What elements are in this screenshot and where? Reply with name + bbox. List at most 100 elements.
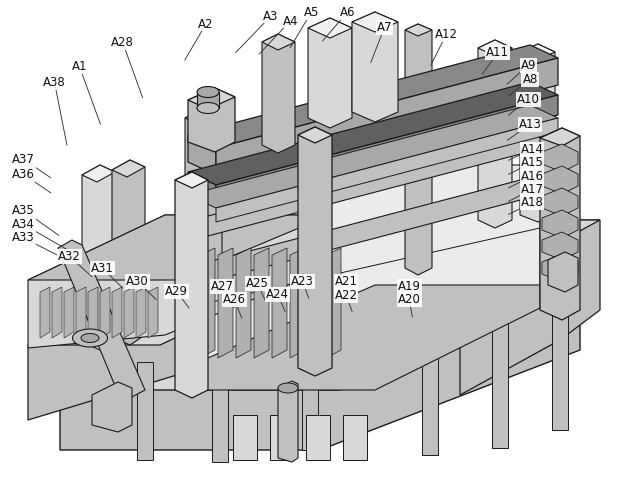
Polygon shape: [254, 248, 269, 358]
Polygon shape: [148, 287, 158, 338]
Polygon shape: [52, 287, 62, 338]
Polygon shape: [185, 165, 540, 368]
Polygon shape: [82, 165, 115, 182]
Text: A38: A38: [43, 76, 66, 89]
Polygon shape: [175, 172, 208, 398]
Text: A18: A18: [521, 196, 543, 209]
Polygon shape: [28, 270, 320, 420]
Text: A8: A8: [523, 73, 538, 86]
Polygon shape: [216, 58, 558, 175]
Polygon shape: [185, 108, 222, 126]
Text: A22: A22: [334, 289, 358, 302]
Polygon shape: [218, 248, 233, 358]
Polygon shape: [92, 382, 132, 432]
Polygon shape: [188, 45, 558, 148]
Polygon shape: [478, 40, 512, 228]
Polygon shape: [124, 287, 134, 338]
Polygon shape: [542, 254, 578, 282]
Text: A9: A9: [521, 59, 536, 72]
Polygon shape: [200, 248, 215, 358]
Polygon shape: [308, 18, 352, 38]
Polygon shape: [188, 135, 216, 175]
Polygon shape: [542, 232, 578, 260]
Polygon shape: [262, 34, 295, 50]
Text: A1: A1: [72, 60, 87, 73]
Polygon shape: [236, 248, 251, 358]
Polygon shape: [185, 178, 550, 288]
Polygon shape: [460, 220, 600, 270]
Polygon shape: [352, 12, 398, 122]
Text: A30: A30: [126, 275, 149, 288]
Polygon shape: [76, 287, 86, 338]
Polygon shape: [520, 44, 555, 60]
Polygon shape: [308, 248, 323, 358]
Polygon shape: [492, 308, 508, 448]
Polygon shape: [88, 287, 98, 338]
Text: A27: A27: [210, 280, 234, 293]
Text: A35: A35: [12, 204, 35, 217]
Text: A20: A20: [398, 293, 420, 306]
Polygon shape: [28, 215, 330, 348]
Text: A3: A3: [264, 10, 278, 23]
Polygon shape: [60, 290, 580, 390]
Polygon shape: [352, 12, 398, 32]
Polygon shape: [175, 172, 208, 188]
Polygon shape: [185, 108, 222, 280]
Polygon shape: [520, 44, 555, 222]
Ellipse shape: [81, 334, 99, 343]
Polygon shape: [548, 252, 578, 292]
Ellipse shape: [73, 329, 107, 347]
Polygon shape: [270, 415, 294, 460]
Text: A32: A32: [58, 250, 81, 263]
Polygon shape: [552, 290, 568, 430]
Text: A13: A13: [519, 118, 541, 131]
Ellipse shape: [197, 87, 219, 98]
Polygon shape: [137, 362, 153, 460]
Text: A28: A28: [112, 36, 134, 49]
Text: A14: A14: [520, 143, 544, 156]
Polygon shape: [188, 105, 558, 208]
Polygon shape: [188, 82, 558, 185]
Text: A21: A21: [334, 275, 358, 288]
Polygon shape: [302, 340, 318, 450]
Text: A15: A15: [521, 156, 543, 169]
Polygon shape: [64, 287, 74, 338]
Text: A36: A36: [12, 168, 35, 181]
Polygon shape: [197, 92, 219, 108]
Polygon shape: [422, 320, 438, 455]
Text: A31: A31: [91, 262, 113, 275]
Polygon shape: [100, 287, 110, 338]
Text: A4: A4: [283, 15, 298, 28]
Polygon shape: [60, 290, 580, 450]
Polygon shape: [306, 415, 330, 460]
Text: A37: A37: [12, 153, 35, 166]
Polygon shape: [188, 88, 235, 109]
Polygon shape: [82, 165, 115, 350]
Polygon shape: [233, 415, 257, 460]
Polygon shape: [405, 24, 432, 36]
Text: A12: A12: [435, 28, 458, 41]
Polygon shape: [185, 285, 540, 390]
Text: A5: A5: [304, 6, 319, 19]
Polygon shape: [28, 215, 330, 280]
Polygon shape: [308, 18, 352, 128]
Text: A26: A26: [223, 293, 246, 306]
Text: A11: A11: [486, 46, 510, 59]
Polygon shape: [185, 132, 550, 242]
Text: A17: A17: [520, 183, 544, 196]
Polygon shape: [298, 127, 332, 143]
Text: A7: A7: [376, 21, 392, 34]
Polygon shape: [542, 210, 578, 238]
Polygon shape: [542, 188, 578, 216]
Text: A25: A25: [246, 277, 268, 290]
Polygon shape: [542, 144, 578, 172]
Polygon shape: [188, 172, 216, 205]
Text: A34: A34: [12, 218, 35, 231]
Polygon shape: [278, 381, 298, 462]
Text: A6: A6: [340, 6, 355, 19]
Text: A33: A33: [12, 231, 35, 244]
Polygon shape: [58, 240, 145, 398]
Polygon shape: [188, 88, 235, 152]
Polygon shape: [405, 24, 432, 275]
Polygon shape: [216, 95, 558, 205]
